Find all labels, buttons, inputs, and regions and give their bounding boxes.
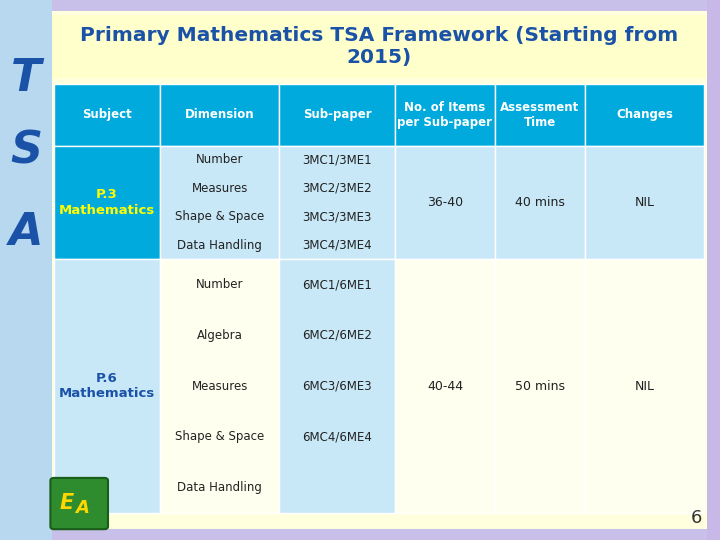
Text: P.3
Mathematics: P.3 Mathematics <box>59 188 155 217</box>
Text: T: T <box>11 57 41 100</box>
Text: 3MC1/3ME1: 3MC1/3ME1 <box>302 153 372 166</box>
Text: Subject: Subject <box>82 108 132 122</box>
Text: No. of Items
per Sub-paper: No. of Items per Sub-paper <box>397 101 492 129</box>
Text: 3MC4/3ME4: 3MC4/3ME4 <box>302 239 372 252</box>
Bar <box>585 84 704 146</box>
Text: 3MC2/3ME2: 3MC2/3ME2 <box>302 182 372 195</box>
Bar <box>54 84 160 146</box>
Text: Measures: Measures <box>192 380 248 393</box>
Bar <box>495 146 585 259</box>
Text: NIL: NIL <box>634 380 654 393</box>
Text: Dimension: Dimension <box>185 108 254 122</box>
Bar <box>160 259 279 513</box>
Bar <box>279 259 395 513</box>
Bar <box>707 0 720 540</box>
Bar <box>495 259 585 513</box>
Bar <box>54 259 160 513</box>
Text: 6MC1/6ME1: 6MC1/6ME1 <box>302 278 372 291</box>
Text: Changes: Changes <box>616 108 672 122</box>
Text: Number: Number <box>196 153 243 166</box>
Text: Shape & Space: Shape & Space <box>175 210 264 223</box>
Text: A: A <box>9 211 43 254</box>
Bar <box>395 84 495 146</box>
Text: A: A <box>75 498 89 517</box>
Bar <box>395 259 495 513</box>
Bar <box>54 146 160 259</box>
Text: 6MC4/6ME4: 6MC4/6ME4 <box>302 430 372 443</box>
Text: Sub-paper: Sub-paper <box>302 108 372 122</box>
Text: Number: Number <box>196 278 243 291</box>
Text: 3MC3/3ME3: 3MC3/3ME3 <box>302 210 372 223</box>
Text: P.6
Mathematics: P.6 Mathematics <box>59 372 155 400</box>
Text: 40-44: 40-44 <box>427 380 463 393</box>
Text: Primary Mathematics TSA Framework (Starting from
2015): Primary Mathematics TSA Framework (Start… <box>81 26 678 67</box>
Text: E: E <box>60 493 74 514</box>
Text: Data Handling: Data Handling <box>177 481 262 494</box>
Text: Algebra: Algebra <box>197 329 243 342</box>
Text: 6MC3/6ME3: 6MC3/6ME3 <box>302 380 372 393</box>
Text: Assessment
Time: Assessment Time <box>500 101 580 129</box>
FancyBboxPatch shape <box>50 478 108 529</box>
Text: Data Handling: Data Handling <box>177 239 262 252</box>
Bar <box>160 84 279 146</box>
Bar <box>0 0 52 540</box>
Bar <box>585 259 704 513</box>
Text: 50 mins: 50 mins <box>515 380 565 393</box>
Text: 36-40: 36-40 <box>427 196 463 209</box>
Text: 6: 6 <box>690 509 702 528</box>
Text: 6MC2/6ME2: 6MC2/6ME2 <box>302 329 372 342</box>
Bar <box>495 84 585 146</box>
Bar <box>160 146 279 259</box>
Text: Measures: Measures <box>192 182 248 195</box>
Bar <box>585 146 704 259</box>
Text: S: S <box>10 130 42 173</box>
Bar <box>395 146 495 259</box>
Bar <box>279 146 395 259</box>
Text: Shape & Space: Shape & Space <box>175 430 264 443</box>
Text: 40 mins: 40 mins <box>515 196 565 209</box>
Bar <box>279 84 395 146</box>
Bar <box>52 15 707 78</box>
Text: NIL: NIL <box>634 196 654 209</box>
